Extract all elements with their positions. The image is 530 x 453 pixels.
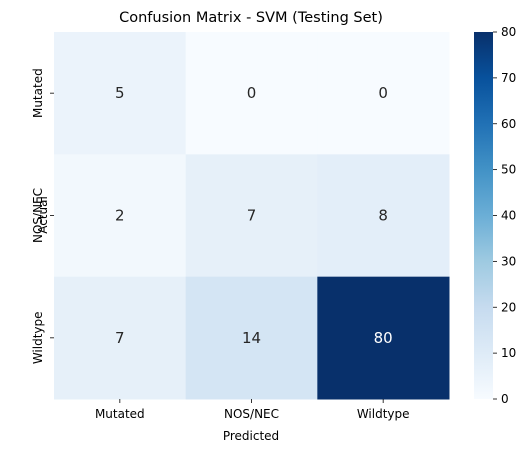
y-tick-label: Wildtype [31, 311, 45, 364]
heatmap-cell [317, 154, 450, 278]
x-axis-label: Predicted [223, 429, 279, 443]
heatmap-cells [54, 32, 450, 400]
heatmap-cell [185, 154, 318, 278]
heatmap-cell [54, 276, 187, 400]
x-tick-label: NOS/NEC [224, 407, 279, 421]
y-tick-label: NOS/NEC [31, 188, 45, 243]
x-tick-label: Wildtype [357, 407, 410, 421]
cell-value-label: 0 [378, 84, 388, 102]
colorbar-tick-label: 0 [501, 392, 509, 406]
cell-value-label: 5 [115, 84, 125, 102]
colorbar-tick-label: 10 [501, 346, 516, 360]
y-axis-label: Actual [36, 196, 50, 234]
cell-value-label: 7 [115, 329, 125, 347]
heatmap-cell [317, 32, 450, 155]
cell-value-label: 8 [378, 207, 388, 225]
cell-value-label: 2 [115, 207, 125, 225]
colorbar-tick-label: 30 [501, 254, 516, 268]
colorbar-tick-label: 40 [501, 209, 516, 223]
colorbar-tick-label: 50 [501, 163, 516, 177]
colorbar-ticks: 0 10 20 30 40 50 60 70 80 [493, 25, 516, 406]
heatmap-cell [54, 32, 187, 155]
x-axis-ticks: Mutated NOS/NEC Wildtype [95, 399, 410, 421]
colorbar-tick-label: 80 [501, 25, 516, 39]
cell-value-label: 14 [242, 329, 261, 347]
cell-value-label: 0 [247, 84, 257, 102]
colorbar-tick-label: 70 [501, 71, 516, 85]
heatmap-cell [185, 32, 318, 155]
colorbar-tick-label: 60 [501, 117, 516, 131]
y-axis-ticks: Mutated NOS/NEC Wildtype [31, 68, 54, 364]
x-tick-label: Mutated [95, 407, 145, 421]
heatmap-cell-labels: 5 0 0 2 7 8 7 14 80 [115, 84, 393, 347]
cell-value-label: 80 [374, 329, 393, 347]
heatmap-cell [185, 276, 318, 400]
heatmap-cell [54, 154, 187, 278]
y-tick-label: Mutated [31, 68, 45, 118]
cell-value-label: 7 [247, 207, 257, 225]
chart-title: Confusion Matrix - SVM (Testing Set) [119, 10, 383, 26]
colorbar [474, 32, 493, 399]
colorbar-tick-label: 20 [501, 300, 516, 314]
heatmap-cell [317, 276, 450, 400]
